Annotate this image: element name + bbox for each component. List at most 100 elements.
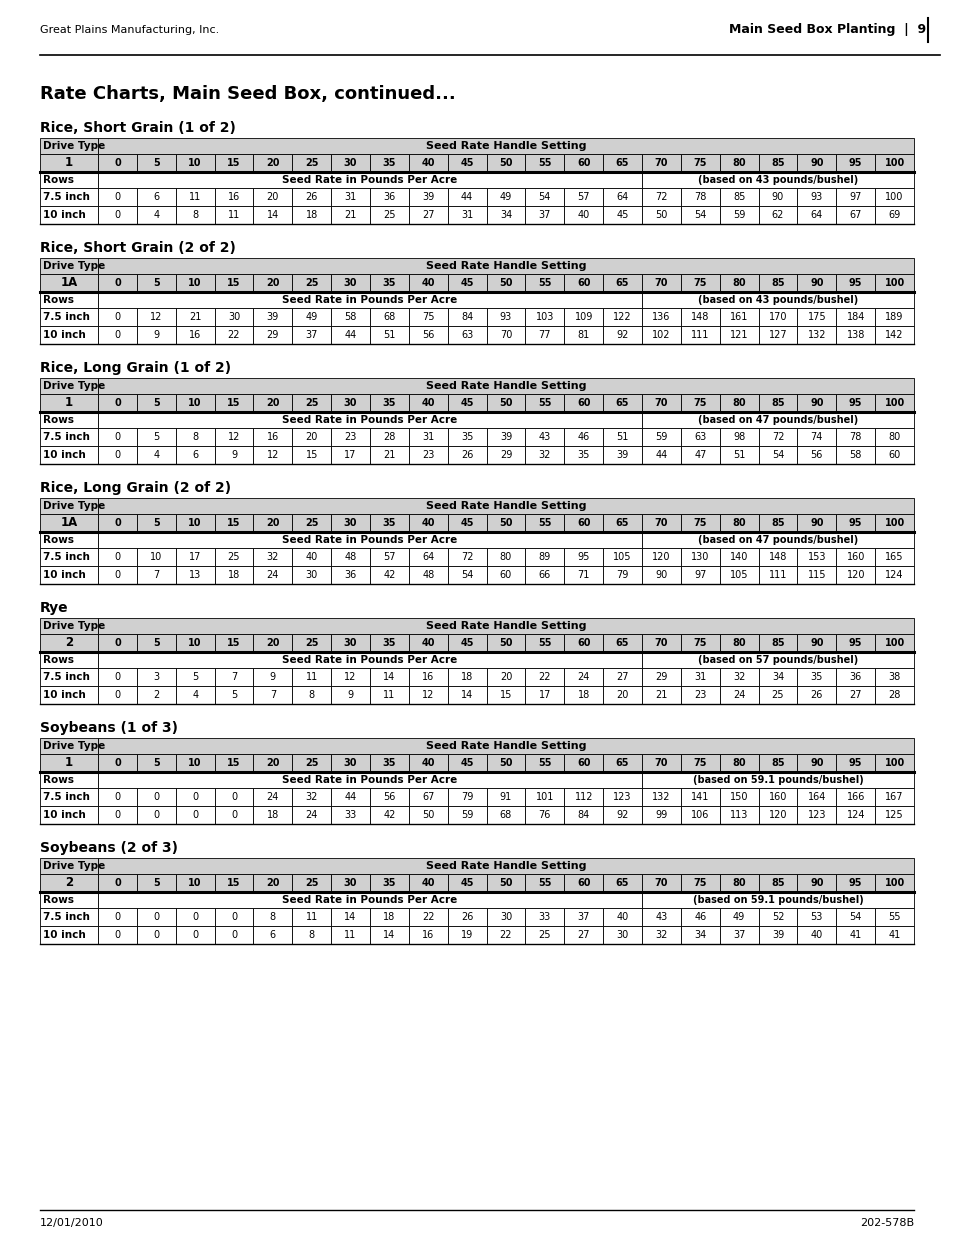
Text: 60: 60: [577, 878, 590, 888]
Bar: [563, 326, 602, 345]
Text: 64: 64: [616, 191, 628, 203]
Text: 0: 0: [114, 398, 121, 408]
Bar: [370, 685, 409, 704]
Text: 11: 11: [228, 210, 240, 220]
Bar: [525, 566, 563, 584]
Text: 70: 70: [654, 278, 667, 288]
Bar: [797, 206, 836, 224]
Bar: [602, 206, 641, 224]
Bar: [486, 308, 525, 326]
Text: 14: 14: [383, 672, 395, 682]
Bar: [641, 926, 680, 944]
Bar: [486, 188, 525, 206]
Text: 36: 36: [849, 672, 861, 682]
Bar: [719, 394, 758, 412]
Bar: [40, 668, 98, 685]
Bar: [409, 874, 447, 892]
Text: (based on 59.1 pounds/bushel): (based on 59.1 pounds/bushel): [692, 776, 862, 785]
Bar: [641, 685, 680, 704]
Bar: [136, 446, 175, 464]
Text: 184: 184: [845, 312, 864, 322]
Text: 65: 65: [616, 878, 629, 888]
Text: 14: 14: [344, 911, 356, 923]
Text: 27: 27: [577, 930, 589, 940]
Bar: [98, 908, 136, 926]
Text: 40: 40: [421, 158, 435, 168]
Text: Rice, Short Grain (2 of 2): Rice, Short Grain (2 of 2): [40, 241, 235, 254]
Text: 35: 35: [577, 450, 589, 459]
Bar: [40, 858, 98, 874]
Text: 45: 45: [460, 158, 474, 168]
Text: 15: 15: [499, 690, 512, 700]
Bar: [486, 274, 525, 291]
Text: 79: 79: [616, 571, 628, 580]
Text: 42: 42: [383, 810, 395, 820]
Text: Seed Rate Handle Setting: Seed Rate Handle Setting: [425, 501, 586, 511]
Text: 38: 38: [887, 672, 900, 682]
Bar: [836, 926, 874, 944]
Bar: [98, 446, 136, 464]
Text: 41: 41: [887, 930, 900, 940]
Text: 6: 6: [270, 930, 275, 940]
Bar: [331, 755, 370, 772]
Text: 9: 9: [347, 690, 354, 700]
Bar: [98, 326, 136, 345]
Text: 35: 35: [810, 672, 822, 682]
Text: 75: 75: [693, 158, 706, 168]
Bar: [525, 206, 563, 224]
Bar: [370, 806, 409, 824]
Text: 70: 70: [654, 638, 667, 648]
Text: 27: 27: [848, 690, 862, 700]
Text: Rows: Rows: [43, 776, 74, 785]
Bar: [797, 394, 836, 412]
Text: 1: 1: [65, 757, 73, 769]
Bar: [641, 291, 913, 308]
Bar: [758, 685, 797, 704]
Text: 0: 0: [114, 758, 121, 768]
Bar: [40, 188, 98, 206]
Bar: [331, 326, 370, 345]
Bar: [563, 206, 602, 224]
Bar: [136, 514, 175, 532]
Text: 72: 72: [460, 552, 473, 562]
Bar: [836, 806, 874, 824]
Bar: [486, 394, 525, 412]
Bar: [874, 274, 913, 291]
Text: 0: 0: [231, 930, 236, 940]
Bar: [874, 755, 913, 772]
Text: 160: 160: [845, 552, 864, 562]
Bar: [797, 874, 836, 892]
Text: 8: 8: [270, 911, 275, 923]
Text: 60: 60: [887, 450, 900, 459]
Text: 35: 35: [382, 278, 395, 288]
Bar: [331, 874, 370, 892]
Bar: [447, 874, 486, 892]
Text: Rows: Rows: [43, 655, 74, 664]
Bar: [797, 274, 836, 291]
Text: 24: 24: [267, 792, 278, 802]
Bar: [175, 154, 214, 172]
Bar: [563, 154, 602, 172]
Text: Soybeans (1 of 3): Soybeans (1 of 3): [40, 721, 178, 735]
Text: 95: 95: [848, 758, 862, 768]
Bar: [602, 788, 641, 806]
Bar: [719, 755, 758, 772]
Bar: [641, 206, 680, 224]
Bar: [797, 806, 836, 824]
Bar: [214, 755, 253, 772]
Bar: [719, 874, 758, 892]
Text: 52: 52: [771, 911, 783, 923]
Text: 1: 1: [65, 396, 73, 410]
Text: 20: 20: [266, 878, 279, 888]
Bar: [641, 532, 913, 548]
Text: 12/01/2010: 12/01/2010: [40, 1218, 104, 1228]
Bar: [874, 634, 913, 652]
Bar: [331, 514, 370, 532]
Text: 4: 4: [192, 690, 198, 700]
Text: 80: 80: [732, 638, 745, 648]
Bar: [486, 634, 525, 652]
Bar: [292, 206, 331, 224]
Bar: [253, 874, 292, 892]
Text: Drive Type: Drive Type: [43, 382, 105, 391]
Text: 13: 13: [189, 571, 201, 580]
